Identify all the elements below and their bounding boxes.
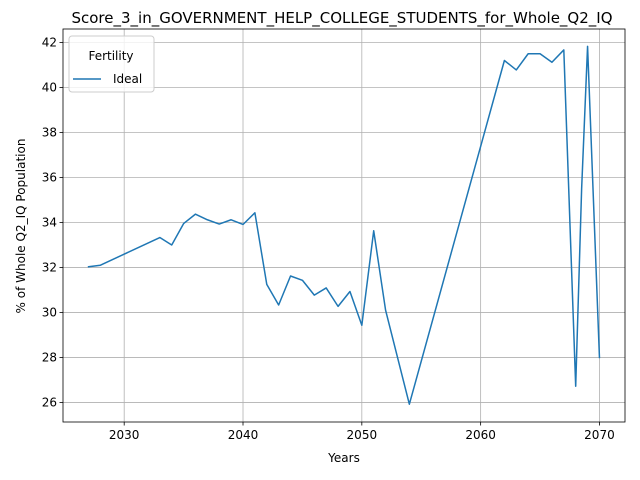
- x-tick-label: 2070: [584, 428, 615, 442]
- x-tick-label: 2030: [109, 428, 140, 442]
- plot-frame: [62, 28, 626, 423]
- y-tick-label: 40: [42, 80, 57, 94]
- legend-label-ideal: Ideal: [113, 72, 142, 86]
- y-axis-ticks: 26 28 30 32 34 36 38 40 42: [42, 35, 63, 409]
- y-tick-label: 42: [42, 35, 57, 49]
- legend: Fertility Ideal: [68, 35, 155, 93]
- y-tick-label: 36: [42, 170, 57, 184]
- series-line-ideal: [87, 45, 601, 405]
- legend-title: Fertility: [88, 49, 133, 63]
- y-tick-label: 34: [42, 215, 57, 229]
- x-tick-label: 2040: [228, 428, 259, 442]
- x-tick-label: 2060: [465, 428, 496, 442]
- y-tick-label: 28: [42, 350, 57, 364]
- y-axis-label: % of Whole Q2_IQ Population: [14, 139, 28, 314]
- x-axis-label: Years: [327, 451, 360, 465]
- legend-box: [68, 35, 155, 93]
- x-axis-ticks: 2030 2040 2050 2060 2070: [109, 422, 615, 442]
- y-tick-label: 30: [42, 305, 57, 319]
- y-tick-label: 32: [42, 260, 57, 274]
- series-layer: [87, 45, 601, 405]
- grid-lines: [63, 29, 625, 422]
- y-tick-label: 38: [42, 125, 57, 139]
- y-tick-label: 26: [42, 395, 57, 409]
- x-tick-label: 2050: [347, 428, 378, 442]
- chart-title: Score_3_in_GOVERNMENT_HELP_COLLEGE_STUDE…: [71, 9, 612, 28]
